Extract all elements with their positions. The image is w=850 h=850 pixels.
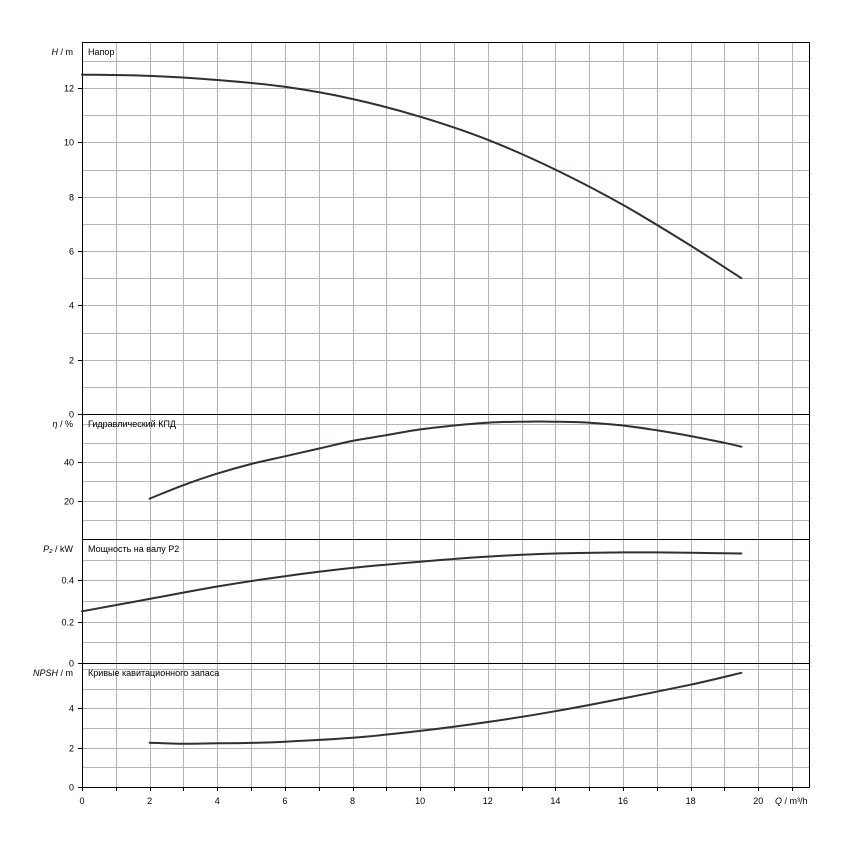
x-tick-label: 8 xyxy=(350,796,355,806)
x-tick-label: 12 xyxy=(483,796,493,806)
x-tick-label: 14 xyxy=(550,796,560,806)
panel-title: Гидравлический КПД xyxy=(88,419,176,429)
y-tick-label: 4 xyxy=(69,704,74,714)
x-tick-label: 18 xyxy=(686,796,696,806)
y-tick-label: 2 xyxy=(69,356,74,366)
y-axis-title: P₂ / kW xyxy=(43,544,73,554)
y-tick-label: 0 xyxy=(69,410,74,420)
y-tick-label: 20 xyxy=(64,497,74,507)
y-tick-label: 8 xyxy=(69,193,74,203)
power-curve xyxy=(81,551,743,613)
curves xyxy=(81,73,743,745)
y-tick-label: 12 xyxy=(64,84,74,94)
npsh-curve xyxy=(148,671,743,745)
x-tick-label: 0 xyxy=(79,796,84,806)
axis-ticks xyxy=(78,88,793,791)
y-tick-label: 0.4 xyxy=(61,576,74,586)
x-tick-label: 2 xyxy=(147,796,152,806)
y-tick-label: 0 xyxy=(69,783,74,793)
panel-title: Мощность на валу P2 xyxy=(88,544,179,554)
y-tick-label: 40 xyxy=(64,458,74,468)
y-tick-label: 0 xyxy=(69,659,74,669)
x-tick-label: 10 xyxy=(415,796,425,806)
y-axis-title: H / m xyxy=(52,47,74,57)
x-tick-label: 6 xyxy=(282,796,287,806)
y-axis-title: η / % xyxy=(52,419,73,429)
panel-title: Кривые кавитационного запаса xyxy=(88,668,219,678)
x-tick-label: 16 xyxy=(618,796,628,806)
x-tick-label: 4 xyxy=(215,796,220,806)
y-tick-label: 4 xyxy=(69,301,74,311)
efficiency-curve xyxy=(148,420,743,500)
y-tick-label: 0.2 xyxy=(61,618,74,628)
x-axis-title: Q / m³/h xyxy=(775,796,808,806)
y-tick-label: 10 xyxy=(64,138,74,148)
head-curve xyxy=(81,73,743,280)
panel-title: Напор xyxy=(88,47,114,57)
x-tick-label: 20 xyxy=(753,796,763,806)
y-axis-title: NPSH / m xyxy=(33,668,73,678)
grid xyxy=(82,42,809,787)
chart-frame xyxy=(82,42,810,788)
plot-frame xyxy=(82,42,810,788)
y-tick-label: 6 xyxy=(69,247,74,257)
y-tick-label: 2 xyxy=(69,744,74,754)
